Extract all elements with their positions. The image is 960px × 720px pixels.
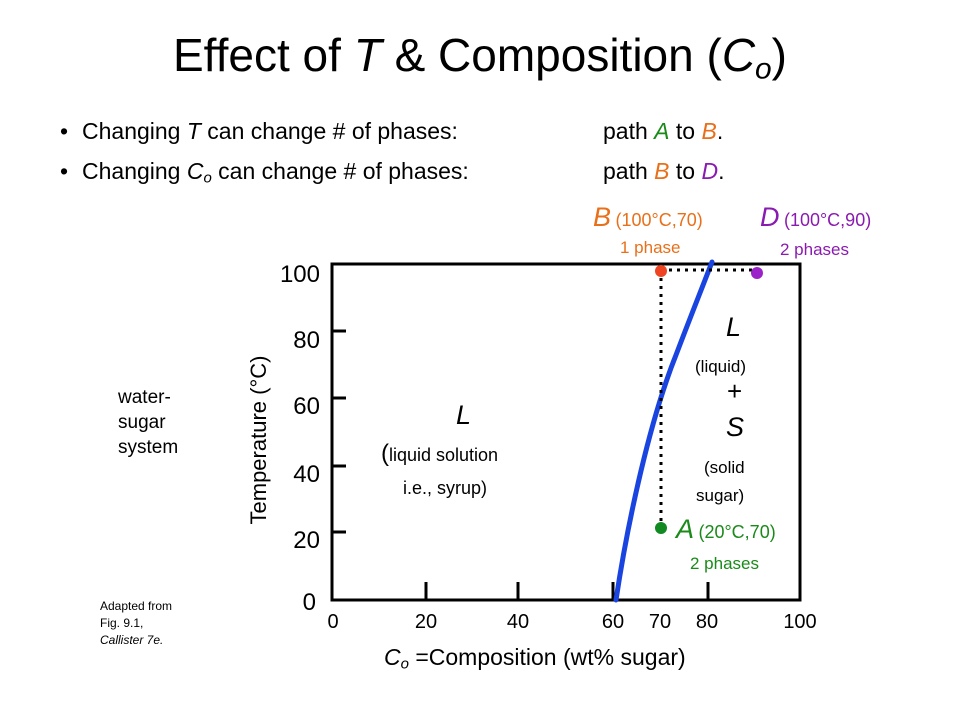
point-a-marker [655, 522, 667, 534]
region-liquid-line2: i.e., syrup) [403, 478, 488, 498]
x-tick-label-100: 100 [783, 611, 816, 633]
region-two-phase-solid1: (solid [704, 458, 745, 477]
plot-frame [330, 262, 802, 602]
bullet-temperature: • Changing T can change # of phases: path… [60, 118, 724, 144]
point-d-label: D (100°C,90) [760, 202, 872, 232]
x-axis-label: Co =Composition (wt% sugar) [384, 644, 686, 673]
y-tick-label-60: 60 [293, 393, 320, 420]
region-liquid-line1: (liquid solution [381, 440, 499, 467]
bullet-composition: • Changing Co can change # of phases: pat… [60, 158, 725, 187]
point-a-phases: 2 phases [690, 554, 759, 573]
point-b-label: B (100°C,70) [593, 202, 703, 232]
region-two-phase-s: S [726, 412, 745, 442]
y-axis-label: Temperature (°C) [246, 356, 271, 525]
y-tick-label-100: 100 [280, 261, 320, 288]
x-tick-label-40: 40 [507, 611, 529, 633]
point-b-marker [655, 265, 667, 277]
x-tick-label-70: 70 [649, 611, 671, 633]
solubility-curve [613, 259, 715, 603]
x-tick-label-60: 60 [602, 611, 624, 633]
x-tick-label-20: 20 [415, 611, 437, 633]
region-two-phase-l: L [726, 312, 742, 342]
point-d-phases: 2 phases [780, 240, 849, 259]
y-tick-label-0: 0 [303, 589, 316, 616]
point-d-marker [751, 267, 763, 279]
y-tick-label-20: 20 [293, 527, 320, 554]
region-liquid-symbol: L [456, 400, 472, 430]
region-two-phase-plus: + [727, 376, 743, 406]
source-note: Adapted from Fig. 9.1, Callister 7e. [100, 599, 173, 647]
x-tick-label-80: 80 [696, 611, 718, 633]
point-a-label: A (20°C,70) [676, 514, 776, 544]
page-title: Effect of T & Composition (Co) [172, 29, 787, 86]
system-label: water- sugar system [118, 387, 179, 458]
y-tick-label-40: 40 [293, 461, 320, 488]
region-two-phase-solid2: sugar) [696, 486, 745, 505]
y-tick-label-80: 80 [293, 327, 320, 354]
point-b-phases: 1 phase [620, 238, 681, 257]
x-tick-label-0: 0 [327, 611, 338, 633]
region-two-phase-liquid: (liquid) [695, 357, 747, 376]
